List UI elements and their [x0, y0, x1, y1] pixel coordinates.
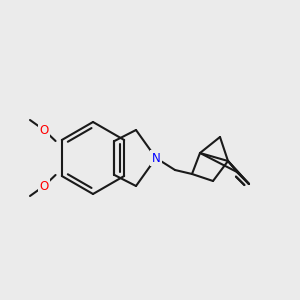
Text: N: N [152, 152, 160, 164]
Text: O: O [39, 124, 49, 136]
Text: O: O [39, 179, 49, 193]
